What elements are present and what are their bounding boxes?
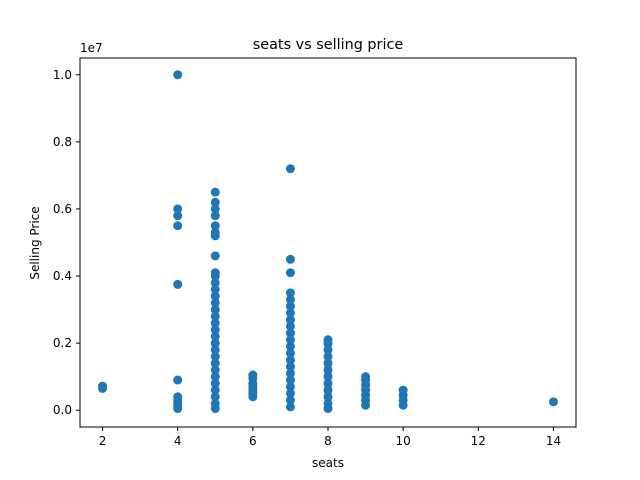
data-point — [285, 164, 295, 174]
data-point — [210, 331, 220, 341]
data-point — [285, 268, 295, 278]
data-point — [285, 328, 295, 338]
y-tick-label: 0.0 — [53, 403, 72, 417]
data-point — [323, 378, 333, 388]
data-point — [285, 368, 295, 378]
data-point — [548, 397, 558, 407]
y-offset-label: 1e7 — [80, 41, 103, 55]
data-point — [210, 392, 220, 402]
data-point — [210, 298, 220, 308]
x-tick-label: 14 — [546, 434, 561, 448]
data-point — [285, 402, 295, 412]
data-point — [173, 404, 183, 414]
data-point — [173, 375, 183, 385]
data-point — [285, 254, 295, 264]
data-point — [285, 348, 295, 358]
data-point — [285, 375, 295, 385]
data-point — [398, 400, 408, 410]
data-point — [285, 308, 295, 318]
data-point — [210, 251, 220, 261]
data-point — [210, 378, 220, 388]
data-point — [210, 221, 220, 231]
x-tick-label: 2 — [99, 434, 107, 448]
data-point — [210, 385, 220, 395]
data-point — [285, 335, 295, 345]
data-point — [323, 385, 333, 395]
y-tick-label: 0.6 — [53, 202, 72, 216]
data-point — [210, 345, 220, 355]
data-point — [210, 372, 220, 382]
data-point — [173, 221, 183, 231]
data-point — [210, 318, 220, 328]
data-point — [285, 388, 295, 398]
data-point — [98, 381, 108, 391]
x-axis-title: seats — [312, 456, 344, 470]
data-point — [210, 278, 220, 288]
data-point — [210, 358, 220, 368]
x-tick-label: 8 — [324, 434, 332, 448]
data-point — [323, 345, 333, 355]
data-point — [285, 288, 295, 298]
data-point — [285, 301, 295, 311]
data-points — [98, 70, 558, 414]
y-tick-label: 0.8 — [53, 135, 72, 149]
data-point — [323, 404, 333, 414]
y-tick-label: 0.2 — [53, 336, 72, 350]
data-point — [210, 187, 220, 197]
data-point — [323, 352, 333, 362]
y-tick-label: 0.4 — [53, 269, 72, 283]
data-point — [323, 365, 333, 375]
data-point — [323, 338, 333, 348]
data-point — [323, 358, 333, 368]
data-point — [210, 284, 220, 294]
data-point — [210, 365, 220, 375]
data-point — [285, 362, 295, 372]
data-point — [173, 70, 183, 80]
data-point — [210, 291, 220, 301]
x-tick-label: 6 — [249, 434, 257, 448]
data-point — [285, 395, 295, 405]
data-point — [210, 211, 220, 221]
data-point — [173, 211, 183, 221]
data-point — [210, 231, 220, 241]
x-tick-label: 12 — [471, 434, 486, 448]
data-point — [285, 321, 295, 331]
data-point — [210, 197, 220, 207]
data-point — [361, 400, 371, 410]
data-point — [248, 392, 258, 402]
chart-title: seats vs selling price — [253, 37, 404, 53]
data-point — [323, 392, 333, 402]
data-point — [210, 305, 220, 315]
data-point — [285, 355, 295, 365]
x-tick-label: 4 — [174, 434, 182, 448]
data-point — [210, 338, 220, 348]
data-point — [210, 352, 220, 362]
data-point — [210, 271, 220, 281]
y-axis-title: Selling Price — [28, 206, 42, 279]
data-point — [210, 404, 220, 414]
data-point — [210, 311, 220, 321]
data-point — [210, 325, 220, 335]
data-point — [285, 295, 295, 305]
x-tick-label: 10 — [396, 434, 411, 448]
data-point — [285, 341, 295, 351]
data-point — [285, 315, 295, 325]
data-point — [285, 382, 295, 392]
data-point — [173, 279, 183, 289]
data-point — [323, 372, 333, 382]
plot-frame — [79, 57, 577, 428]
y-tick-label: 1.0 — [53, 68, 72, 82]
axis-ticks: 2 4 6 8 10 12 14 0.0 0.2 0.4 0.6 0.8 1.0 — [53, 68, 561, 448]
data-point — [173, 204, 183, 214]
data-point — [210, 204, 220, 214]
